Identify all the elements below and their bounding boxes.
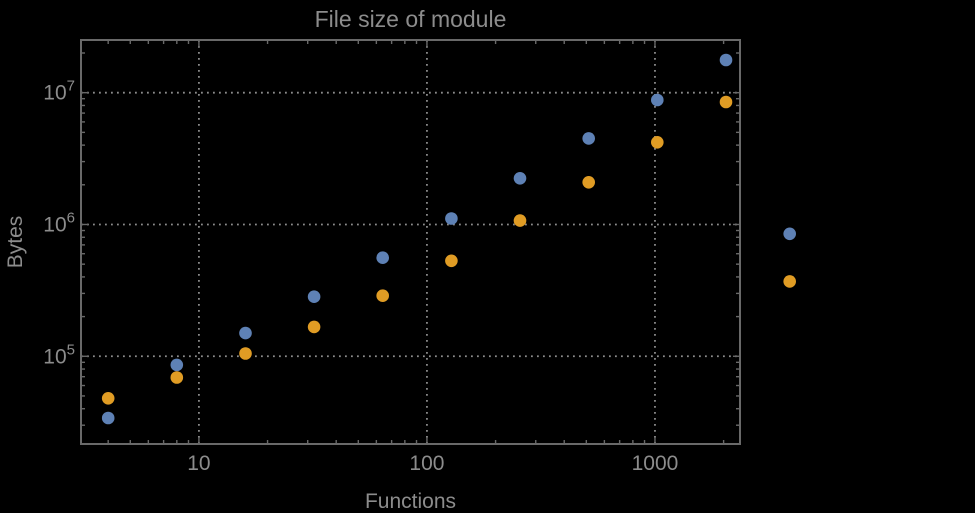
- y-tick-label: 106: [43, 209, 75, 236]
- data-point: [101, 392, 115, 405]
- y-tick-label: 107: [43, 78, 75, 105]
- axis-ticks: [81, 40, 740, 444]
- data-point: [239, 347, 252, 360]
- data-point: [651, 93, 664, 107]
- data-point: [513, 214, 527, 227]
- x-axis-label: Functions: [365, 490, 456, 513]
- data-point: [445, 254, 458, 268]
- data-point: [719, 53, 733, 67]
- y-axis-label: Bytes: [4, 216, 27, 269]
- data-point: [445, 212, 458, 225]
- data-point: [376, 251, 390, 264]
- x-tick-label: 10: [187, 452, 210, 475]
- data-points: [101, 53, 796, 425]
- data-point: [783, 227, 796, 241]
- y-tick-label: 105: [43, 341, 75, 368]
- data-point: [582, 132, 595, 145]
- data-point: [239, 326, 252, 340]
- data-point: [513, 172, 527, 185]
- chart-title: File size of module: [315, 6, 507, 32]
- data-point: [170, 358, 184, 372]
- data-point: [307, 290, 321, 304]
- gridlines: [81, 40, 740, 444]
- data-point: [651, 136, 664, 149]
- data-point: [101, 411, 115, 425]
- data-point: [582, 176, 595, 189]
- data-point: [307, 320, 321, 334]
- data-point: [783, 275, 796, 288]
- data-point: [719, 95, 733, 109]
- series-blue: [101, 53, 796, 425]
- data-point: [376, 289, 390, 303]
- series-orange: [101, 95, 796, 405]
- x-tick-label: 100: [409, 452, 444, 475]
- x-tick-label: 1000: [632, 452, 679, 475]
- data-point: [170, 371, 184, 384]
- plot-frame: [80, 39, 741, 445]
